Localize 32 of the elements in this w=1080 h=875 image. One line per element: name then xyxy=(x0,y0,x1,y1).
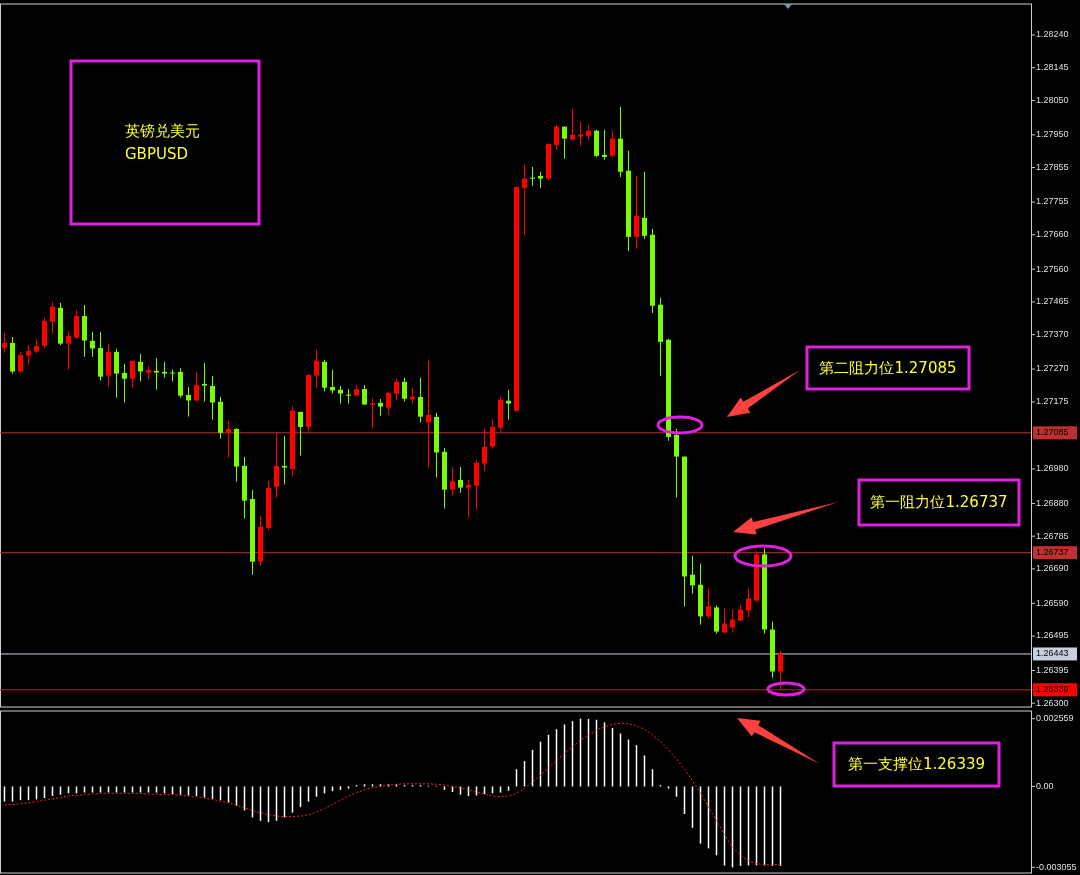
annotation: 第二阻力位1.27085 xyxy=(819,358,957,377)
y-tick-label: 1.26590 xyxy=(1036,597,1069,608)
y-tick-label: 1.28145 xyxy=(1036,62,1069,73)
y-tick-label: 1.27370 xyxy=(1036,329,1069,340)
ref-line-label: 1.27085 xyxy=(1036,427,1069,438)
y-tick-label: 1.26395 xyxy=(1036,664,1069,675)
annotation: 第一阻力位1.26737 xyxy=(870,493,1008,511)
y-tick-label: 1.26785 xyxy=(1036,530,1069,541)
annotation: 第一支撑位1.26339 xyxy=(847,755,986,773)
y-tick-label: 1.27950 xyxy=(1036,129,1069,140)
text: 英镑兑美元 xyxy=(125,122,200,140)
y-tick-label: 1.27755 xyxy=(1036,196,1069,207)
y-tick-label: 1.26980 xyxy=(1036,463,1069,474)
y-tick-label: 1.27270 xyxy=(1036,363,1069,374)
y-tick-label: 1.26880 xyxy=(1036,497,1069,508)
y-tick-label: 1.27660 xyxy=(1036,229,1069,240)
y-tick-label: 1.27465 xyxy=(1036,296,1069,307)
y-tick-label: 1.27855 xyxy=(1036,161,1069,172)
y-tick-label: 1.28240 xyxy=(1036,29,1069,40)
y-tick-label: 1.26690 xyxy=(1036,563,1069,574)
y-tick-label: -0.003055 xyxy=(1036,861,1077,872)
ref-line-label: 1.26339 xyxy=(1036,684,1069,695)
y-tick-label: 1.27560 xyxy=(1036,263,1069,274)
y-tick-label: 1.26300 xyxy=(1036,697,1069,708)
ref-line-label: 1.26443 xyxy=(1036,648,1069,659)
text: GBPUSD xyxy=(125,145,189,163)
y-tick-label: 1.28050 xyxy=(1036,94,1069,105)
y-tick-label: 0.00 xyxy=(1036,780,1054,791)
y-tick-label: 1.26495 xyxy=(1036,630,1069,641)
ref-line-label: 1.26737 xyxy=(1036,547,1069,558)
y-tick-label: 1.27175 xyxy=(1036,396,1069,407)
y-tick-label: 0.002559 xyxy=(1036,713,1074,724)
